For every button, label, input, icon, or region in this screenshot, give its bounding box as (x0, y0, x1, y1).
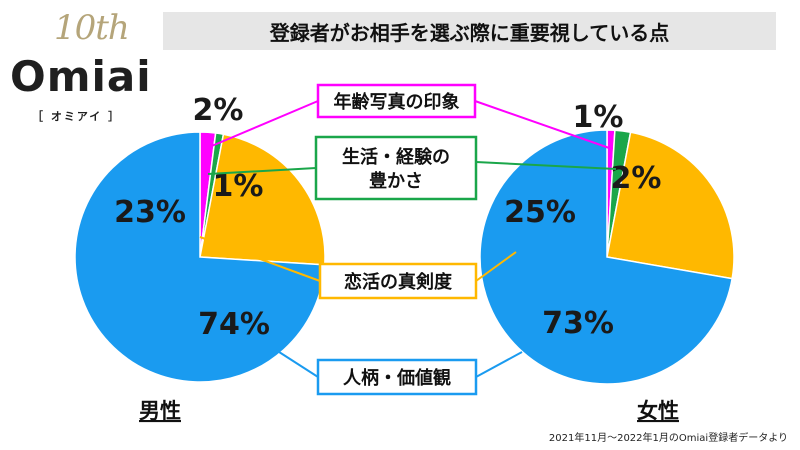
pie-chart-female: 1% 2% 25% 73% (479, 100, 735, 385)
legend-box (314, 135, 478, 201)
chart-title-female: 女性 (637, 399, 679, 423)
pie-chart-male: 2% 1% 23% 74% (74, 93, 326, 383)
header-bar: 登録者がお相手を選ぶ際に重要視している点 (163, 12, 776, 50)
legend-connector (475, 161, 617, 170)
logo-name: Omiai (10, 52, 152, 101)
logo-anniversary: 10th (54, 8, 130, 48)
pie-slice-3 (479, 129, 734, 385)
slice-value-label: 73% (542, 306, 614, 341)
legend-label: 恋活の真剣度 (344, 271, 453, 293)
legend-label: 年齢写真の印象 (334, 91, 460, 113)
legend-connector (475, 351, 523, 378)
pie-slice-2 (199, 133, 326, 266)
legend-box (316, 358, 478, 396)
pie-slice-2 (606, 131, 735, 280)
pie-slice-3 (74, 131, 326, 383)
legend-connector (207, 167, 317, 175)
legend-connector (206, 100, 319, 149)
legend-label: 生活・経験の豊かさ (342, 146, 450, 192)
slice-value-label: 74% (198, 307, 270, 342)
slice-value-label: 2% (193, 93, 244, 128)
legend-connector (475, 251, 517, 282)
legend-connector (275, 349, 319, 378)
legend-box (316, 83, 477, 119)
legend-label: 人柄・価値観 (343, 367, 451, 389)
slice-value-label: 1% (573, 100, 624, 135)
omiai-logo: 10th Omiai ［ オミアイ ］ (10, 8, 160, 128)
slice-value-label: 25% (504, 195, 576, 230)
legend-connector (474, 100, 613, 150)
legend-box (318, 262, 478, 300)
slice-value-label: 23% (114, 195, 186, 230)
chart-title-male: 男性 (139, 399, 181, 423)
slice-value-label: 2% (611, 161, 662, 196)
logo-kana: ［ オミアイ ］ (32, 110, 122, 123)
source-note: 2021年11月〜2022年1月のOmiai登録者データより (548, 433, 788, 444)
slice-value-label: 1% (213, 169, 264, 204)
legend-connector (199, 236, 321, 282)
page-title: 登録者がお相手を選ぶ際に重要視している点 (269, 20, 670, 45)
